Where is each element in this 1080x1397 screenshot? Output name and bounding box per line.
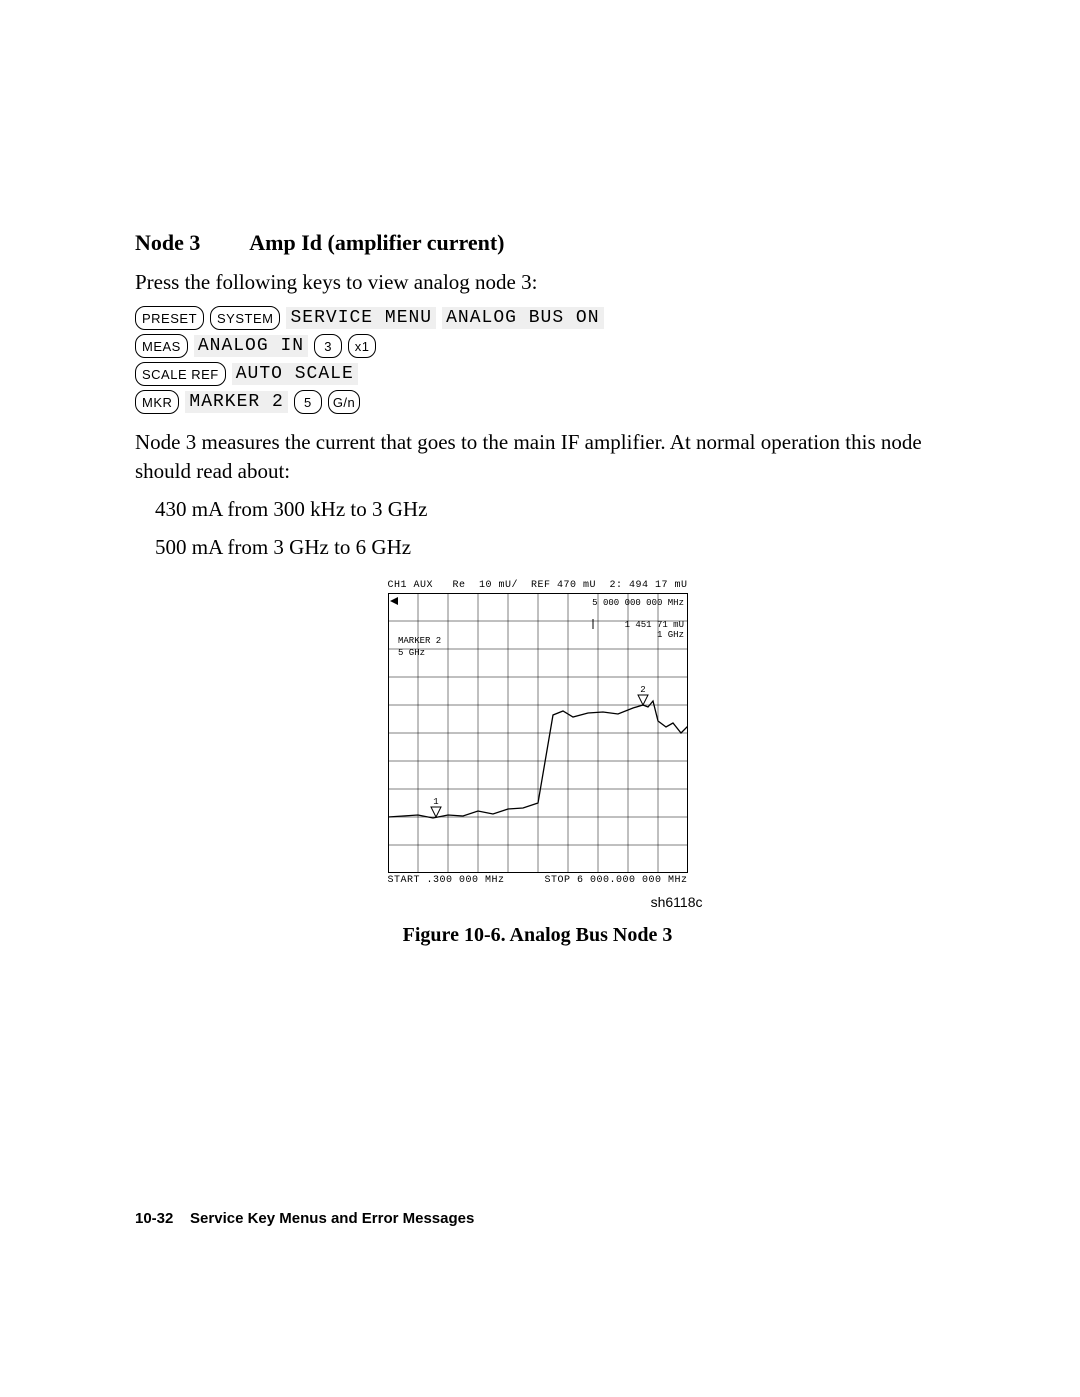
analog-in-softkey: ANALOG IN <box>194 335 308 357</box>
key-sequence-line-1: PRESET SYSTEM SERVICE MENU ANALOG BUS ON <box>135 306 940 330</box>
page-number: 10-32 <box>135 1210 173 1227</box>
chart-top-left: CH1 AUX Re <box>388 580 466 591</box>
figure-block: CH1 AUX Re 10 mU/ REF 470 mU 2: 494 17 m… <box>135 580 940 947</box>
marker-2-softkey: MARKER 2 <box>185 391 287 413</box>
intro-text: Press the following keys to view analog … <box>135 268 940 296</box>
x1-key: x1 <box>348 334 376 358</box>
svg-text:MARKER 2: MARKER 2 <box>398 636 441 646</box>
chart-wrap: CH1 AUX Re 10 mU/ REF 470 mU 2: 494 17 m… <box>373 580 703 914</box>
svg-text:1 GHz: 1 GHz <box>656 630 683 640</box>
key-sequence-line-3: SCALE REF AUTO SCALE <box>135 362 940 386</box>
svg-text:1: 1 <box>433 797 438 807</box>
node-label: Node 3 <box>135 230 245 256</box>
svg-text:5 GHz: 5 GHz <box>398 648 425 658</box>
bullet-2: 500 mA from 3 GHz to 6 GHz <box>155 533 940 561</box>
g-n-key: G/n <box>328 390 360 414</box>
svg-text:2: 2 <box>640 685 645 695</box>
analog-bus-chart: 1 2 5 000 000 000 MHz 1 451 71 mU 1 GHz MARK… <box>388 593 688 873</box>
svg-text:1 451 71 mU: 1 451 71 mU <box>624 620 683 630</box>
chart-top-mid: 10 mU/ REF 470 mU <box>479 580 596 591</box>
footer-section: Service Key Menus and Error Messages <box>190 1210 474 1227</box>
heading-title: Amp Id (amplifier current) <box>249 230 504 255</box>
analog-bus-on-softkey: ANALOG BUS ON <box>442 307 603 329</box>
page-footer: 10-32 Service Key Menus and Error Messag… <box>135 1210 474 1227</box>
explanation-text: Node 3 measures the current that goes to… <box>135 428 940 485</box>
key-sequence-line-4: MKR MARKER 2 5 G/n <box>135 390 940 414</box>
service-menu-softkey: SERVICE MENU <box>286 307 436 329</box>
meas-key: MEAS <box>135 334 188 358</box>
chart-bottom-labels: START .300 000 MHz STOP 6 000.000 000 MH… <box>388 875 688 886</box>
auto-scale-softkey: AUTO SCALE <box>232 363 358 385</box>
chart-bottom-left: START .300 000 MHz <box>388 875 505 886</box>
chart-bottom-right: STOP 6 000.000 000 MHz <box>544 875 687 886</box>
system-key: SYSTEM <box>210 306 280 330</box>
key-sequence-line-2: MEAS ANALOG IN 3 x1 <box>135 334 940 358</box>
section-heading: Node 3 Amp Id (amplifier current) <box>135 230 940 256</box>
chart-top-right: 2: 494 17 mU <box>609 580 687 591</box>
scale-ref-key: SCALE REF <box>135 362 226 386</box>
figure-caption: Figure 10-6. Analog Bus Node 3 <box>135 924 940 947</box>
mkr-key: MKR <box>135 390 179 414</box>
chart-top-labels: CH1 AUX Re 10 mU/ REF 470 mU 2: 494 17 m… <box>388 580 688 591</box>
preset-key: PRESET <box>135 306 204 330</box>
image-id: sh6118c <box>373 894 703 910</box>
svg-text:5 000 000 000 MHz: 5 000 000 000 MHz <box>592 598 684 608</box>
five-key: 5 <box>294 390 322 414</box>
three-key: 3 <box>314 334 342 358</box>
bullet-1: 430 mA from 300 kHz to 3 GHz <box>155 495 940 523</box>
